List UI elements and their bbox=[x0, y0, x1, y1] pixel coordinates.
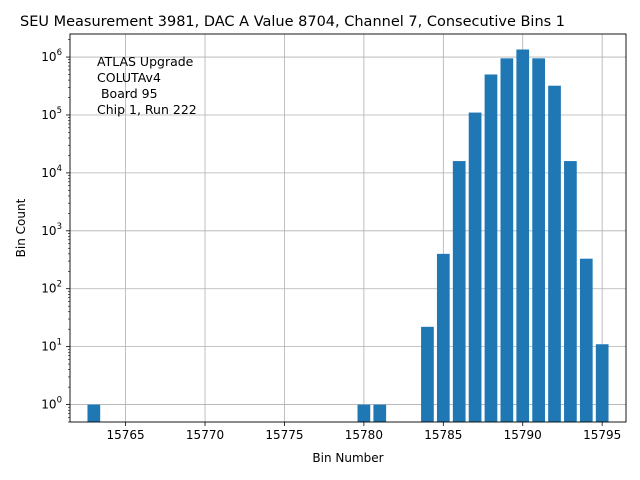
y-tick-label: 104 bbox=[41, 164, 62, 180]
y-tick-exponent: 5 bbox=[57, 106, 62, 116]
y-tick-base: 10 bbox=[41, 166, 56, 180]
y-axis-label: Bin Count bbox=[14, 198, 28, 257]
bar-15790 bbox=[516, 49, 530, 423]
bar-15787 bbox=[468, 112, 482, 422]
y-tick-base: 10 bbox=[41, 340, 56, 354]
annotation-line: COLUTAv4 bbox=[97, 70, 161, 85]
bar-15792 bbox=[548, 85, 561, 422]
bar-15793 bbox=[564, 161, 577, 422]
bar-15789 bbox=[500, 58, 514, 423]
y-tick-label: 106 bbox=[41, 48, 62, 64]
bar-15780 bbox=[357, 404, 371, 422]
x-tick-label: 15795 bbox=[583, 428, 621, 442]
annotation-line: ATLAS Upgrade bbox=[97, 54, 194, 69]
bar-15794 bbox=[579, 258, 593, 422]
y-tick-base: 10 bbox=[41, 108, 56, 122]
bars bbox=[87, 49, 609, 423]
y-tick-exponent: 3 bbox=[57, 222, 62, 232]
y-tick-label: 100 bbox=[41, 396, 62, 412]
plot-frame bbox=[69, 33, 627, 423]
x-tick-label: 15790 bbox=[504, 428, 542, 442]
y-tick-base: 10 bbox=[41, 50, 56, 64]
x-axis-ticks: 15765 15770 15775 15780 15785 15790 15795 bbox=[107, 422, 621, 442]
bar-15795 bbox=[595, 344, 609, 422]
y-tick-base: 10 bbox=[41, 398, 56, 412]
y-tick-base: 10 bbox=[41, 224, 56, 238]
y-tick-label: 103 bbox=[41, 222, 62, 238]
y-tick-exponent: 0 bbox=[57, 396, 62, 406]
y-tick-exponent: 1 bbox=[57, 338, 62, 348]
x-axis-label: Bin Number bbox=[312, 451, 383, 465]
x-tick-label: 15770 bbox=[186, 428, 224, 442]
y-tick-exponent: 4 bbox=[57, 164, 62, 174]
bar-15781 bbox=[373, 404, 387, 422]
y-tick-exponent: 6 bbox=[57, 48, 62, 58]
y-tick-exponent: 2 bbox=[57, 280, 62, 290]
x-tick-label: 15775 bbox=[265, 428, 303, 442]
annotation-line: Chip 1, Run 222 bbox=[97, 102, 197, 117]
chart-title: SEU Measurement 3981, DAC A Value 8704, … bbox=[20, 14, 565, 30]
x-tick-label: 15780 bbox=[345, 428, 383, 442]
bar-15784 bbox=[421, 326, 434, 422]
annotation-line: Board 95 bbox=[97, 86, 158, 101]
bar-15788 bbox=[484, 74, 498, 422]
y-tick-label: 102 bbox=[41, 280, 62, 296]
bar-15786 bbox=[452, 161, 466, 422]
y-tick-label: 105 bbox=[41, 106, 62, 122]
x-tick-label: 15785 bbox=[424, 428, 462, 442]
y-tick-base: 10 bbox=[41, 282, 56, 296]
bar-15763 bbox=[87, 404, 101, 422]
y-tick-label: 101 bbox=[41, 338, 62, 354]
bar-15785 bbox=[436, 253, 450, 422]
bar-15791 bbox=[532, 58, 545, 423]
x-tick-label: 15765 bbox=[107, 428, 145, 442]
